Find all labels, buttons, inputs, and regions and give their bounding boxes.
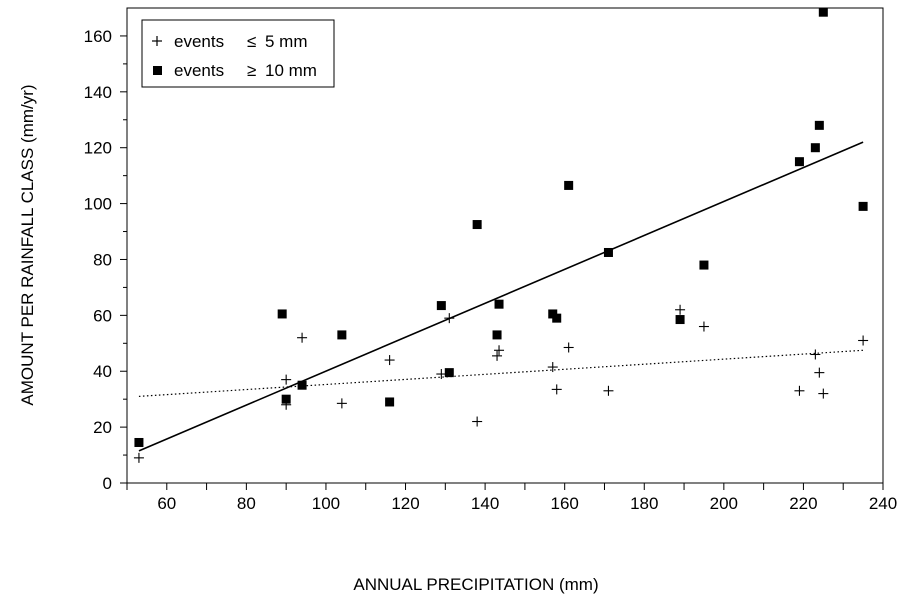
point-square [472, 220, 482, 230]
point-plus [494, 345, 505, 356]
x-tick-label: 120 [391, 494, 419, 513]
point-square [814, 120, 824, 130]
point-plus [444, 313, 455, 324]
point-plus [858, 335, 869, 346]
point-plus [384, 355, 395, 366]
point-plus [297, 332, 308, 343]
x-tick-label: 160 [550, 494, 578, 513]
point-square [385, 397, 395, 407]
y-tick-label: 160 [84, 27, 112, 46]
legend-plus-marker [152, 36, 162, 46]
legend-square-marker [153, 66, 162, 75]
y-tick-label: 100 [84, 195, 112, 214]
y-tick-label: 60 [93, 306, 112, 325]
x-tick-label: 180 [630, 494, 658, 513]
point-square [297, 380, 307, 390]
legend-box [141, 19, 335, 88]
point-square [603, 247, 613, 257]
y-tick-label: 40 [93, 362, 112, 381]
point-plus [810, 349, 821, 360]
x-tick-label: 80 [237, 494, 256, 513]
y-tick-label: 0 [103, 474, 112, 493]
trendline-small-events [138, 349, 864, 397]
point-plus [814, 367, 825, 378]
point-plus [551, 384, 562, 395]
point-square [337, 330, 347, 340]
axes: 60 80 100 120 140 160 180 200 220 240 0 20 40 60 80 100… [84, 7, 897, 513]
point-plus [492, 350, 503, 361]
legend-label-large-word: events [174, 61, 224, 80]
y-tick-label: 20 [93, 418, 112, 437]
point-square [277, 309, 287, 319]
point-plus [133, 452, 144, 463]
legend-label-large-value: 10 mm [265, 61, 317, 80]
point-plus [698, 321, 709, 332]
point-square [494, 299, 504, 309]
point-plus [547, 362, 558, 373]
x-tick-label: 200 [710, 494, 738, 513]
x-tick-label: 60 [157, 494, 176, 513]
data-points [133, 7, 869, 463]
y-tick-label: 140 [84, 83, 112, 102]
point-plus [794, 385, 805, 396]
point-square [818, 7, 828, 17]
point-plus [563, 342, 574, 353]
legend-label-large-symbol: ≥ [247, 61, 256, 80]
point-square [858, 201, 868, 211]
point-plus [281, 374, 292, 385]
point-square [564, 180, 574, 190]
y-tick-label: 80 [93, 250, 112, 269]
point-square [444, 368, 454, 378]
point-square [281, 394, 291, 404]
point-plus [603, 385, 614, 396]
plot-frame [126, 7, 884, 484]
y-axis-title: AMOUNT PER RAINFALL CLASS (mm/yr) [18, 84, 37, 405]
y-tick-label: 120 [84, 139, 112, 158]
trendline-large-events [138, 141, 864, 452]
x-tick-label: 240 [869, 494, 897, 513]
x-tick-label: 100 [312, 494, 340, 513]
point-square [436, 301, 446, 311]
x-axis-title: ANNUAL PRECIPITATION (mm) [353, 575, 598, 594]
point-plus [675, 304, 686, 315]
point-plus [472, 416, 483, 427]
x-tick-label: 220 [789, 494, 817, 513]
x-tick-label: 140 [471, 494, 499, 513]
point-plus [818, 388, 829, 399]
point-plus [336, 398, 347, 409]
legend-label-small-value: 5 mm [265, 32, 308, 51]
point-plus [436, 369, 447, 380]
point-square [794, 157, 804, 167]
point-square [492, 330, 502, 340]
legend: events ≤ 5 mm events ≥ 10 mm [141, 19, 335, 88]
trendlines [138, 141, 864, 452]
legend-label-small-symbol: ≤ [247, 32, 256, 51]
point-square [675, 315, 685, 325]
point-square [810, 143, 820, 153]
point-square [552, 313, 562, 323]
legend-label-small-word: events [174, 32, 224, 51]
point-square [699, 260, 709, 270]
point-square [134, 437, 144, 447]
